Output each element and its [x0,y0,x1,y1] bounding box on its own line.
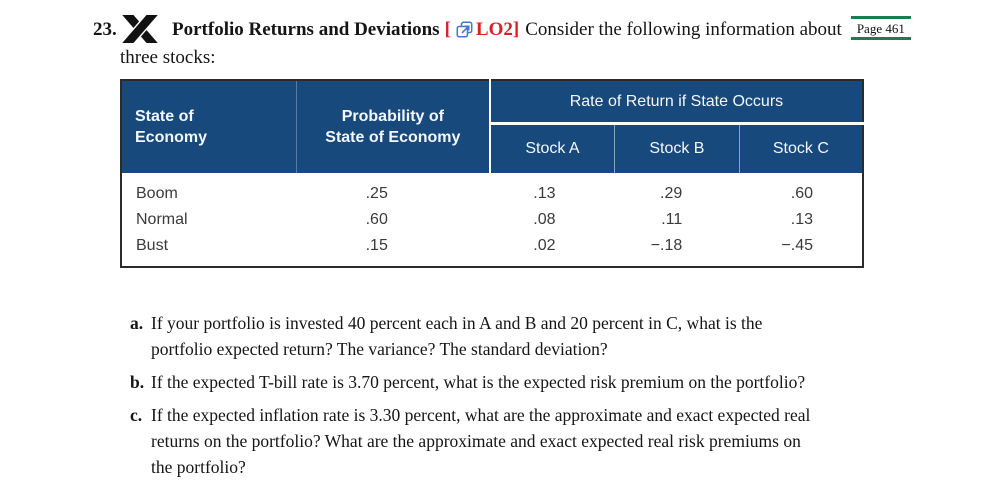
cell-state: Bust [121,233,297,267]
question-label: a. [130,313,144,333]
question-text: If your portfolio is invested 40 percent… [151,310,892,362]
question-line: If your portfolio is invested 40 percent… [151,313,763,333]
cell-stock-c: .60 [739,173,863,207]
problem-number: 23. [93,19,117,40]
question-line: If the expected inflation rate is 3.30 p… [151,405,811,425]
returns-table: State of Economy Probability of State of… [120,79,864,268]
lo-label[interactable]: LO2] [475,19,520,40]
header-prob-line1: Probability of [341,108,444,125]
question-line: the portfolio? [151,457,246,477]
cell-stock-b: .29 [614,173,740,207]
table-header: State of Economy Probability of State of… [121,80,863,173]
cell-probability: .25 [296,173,490,207]
question-item-a: a. If your portfolio is invested 40 perc… [130,310,989,362]
cell-stock-a: .08 [489,207,615,233]
header-prob-line2: State of Economy [325,129,461,146]
cell-stock-a: .02 [489,233,615,267]
header-rate-of-return-span: Rate of Return if State Occurs [488,80,863,125]
question-item-b: b. If the expected T-bill rate is 3.70 p… [130,369,989,395]
header-state-of-economy: State of Economy [121,80,297,173]
cell-probability: .15 [296,233,490,267]
table-row: Normal .60 .08 .11 .13 [121,207,863,233]
excel-x-icon [119,13,161,45]
problem-title-line: Portfolio Returns and Deviations[ LO2] Con… [119,13,989,45]
table-body: Boom .25 .13 .29 .60 Normal .60 .08 .11 … [121,173,863,267]
question-list: a. If your portfolio is invested 40 perc… [130,310,989,480]
question-line: portfolio expected return? The variance?… [151,339,608,359]
question-item-c: c. If the expected inflation rate is 3.3… [130,402,989,480]
page-badge[interactable]: Page 461 [850,16,911,40]
header-state-line1: State of [135,108,194,125]
problem-heading: 23. Portfolio Returns and Deviations[ LO2… [93,13,989,487]
cell-probability: .60 [296,207,490,233]
cell-state: Normal [121,207,297,233]
question-label: c. [130,405,143,425]
cell-stock-b: .11 [614,207,740,233]
intro-line2: three stocks: [120,47,216,68]
intro-text: Consider the following information about [525,19,842,40]
problem-title: Portfolio Returns and Deviations [172,19,440,40]
question-line: returns on the portfolio? What are the a… [151,431,801,451]
question-text: If the expected inflation rate is 3.30 p… [151,402,892,480]
cell-stock-b: −.18 [614,233,740,267]
table-row: Bust .15 .02 −.18 −.45 [121,233,863,267]
problem-content: Portfolio Returns and Deviations[ LO2] Con… [119,13,989,487]
cell-state: Boom [121,173,297,207]
header-stock-b: Stock B [614,123,740,173]
cell-stock-c: .13 [739,207,863,233]
cell-stock-a: .13 [489,173,615,207]
cell-stock-c: −.45 [739,233,863,267]
header-state-line2: Economy [135,129,208,146]
external-link-icon[interactable] [456,18,473,38]
table-row: Boom .25 .13 .29 .60 [121,173,863,207]
header-probability: Probability of State of Economy [295,80,490,173]
question-text: If the expected T-bill rate is 3.70 perc… [151,369,892,395]
header-stock-a: Stock A [488,123,615,173]
question-label: b. [130,372,145,392]
header-stock-c: Stock C [738,123,863,173]
question-line: If the expected T-bill rate is 3.70 perc… [151,372,806,392]
lo-bracket: [ [444,19,451,40]
